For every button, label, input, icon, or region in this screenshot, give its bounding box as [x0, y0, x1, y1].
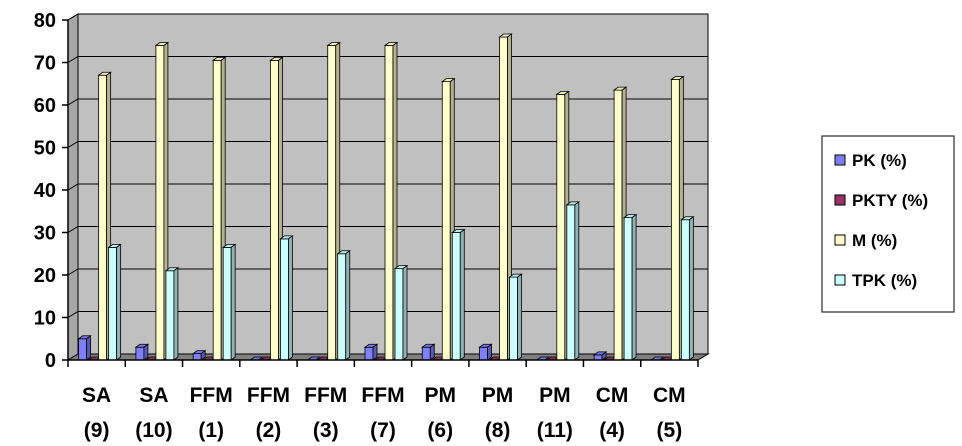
legend-item: PKTY (%) [834, 191, 928, 210]
svg-text:PM: PM [425, 384, 457, 407]
svg-text:FFM: FFM [190, 384, 233, 407]
svg-text:(4): (4) [599, 419, 625, 442]
legend-item: PK (%) [834, 151, 907, 170]
gridlines [67, 13, 708, 318]
bar [221, 243, 237, 361]
bar [592, 351, 608, 361]
y-tick-label: 0 [45, 350, 56, 372]
svg-text:(6): (6) [427, 419, 453, 442]
y-tick-label: 70 [34, 53, 56, 75]
bar [164, 266, 180, 361]
category-label: FFM (7) [361, 384, 404, 442]
category-label: FFM (1) [190, 384, 233, 442]
category-label: PM (11) [537, 384, 573, 442]
gridline [67, 226, 708, 233]
svg-text:FFM: FFM [304, 384, 347, 407]
svg-text:SA: SA [82, 384, 111, 407]
bar [565, 201, 581, 361]
bar [191, 349, 207, 361]
legend: PK (%) PKTY (%) M (%) TPK (%) [821, 135, 955, 313]
bar [134, 343, 150, 361]
category-label: FFM (3) [304, 384, 347, 442]
bar [107, 243, 122, 361]
svg-text:PM: PM [539, 384, 571, 407]
axes [62, 19, 699, 367]
bar [393, 264, 409, 361]
legend-swatch [834, 274, 846, 286]
svg-text:CM: CM [653, 384, 686, 407]
category-label: FFM (2) [247, 384, 290, 442]
bar [451, 228, 466, 361]
svg-text:SA: SA [139, 384, 168, 407]
gridline [67, 183, 708, 191]
y-tick-label: 50 [34, 138, 56, 160]
legend-swatch [834, 234, 846, 246]
category-label: PM (8) [482, 384, 514, 442]
y-tick-labels: 0 10 20 30 40 50 60 70 80 [34, 10, 56, 372]
svg-text:(7): (7) [370, 419, 396, 442]
svg-text:CM: CM [596, 384, 629, 407]
legend-swatch [834, 154, 846, 166]
legend-label: M (%) [852, 231, 897, 250]
bar [421, 343, 436, 361]
svg-text:(1): (1) [198, 419, 224, 442]
category-label: SA (9) [82, 384, 111, 442]
category-label: CM (5) [653, 384, 686, 442]
svg-text:(10): (10) [135, 419, 172, 442]
bar [508, 273, 523, 361]
y-tick-label: 30 [34, 223, 56, 245]
bars [77, 33, 695, 361]
legend-label: PK (%) [852, 151, 907, 170]
gridline [67, 13, 708, 21]
svg-text:(2): (2) [256, 419, 282, 442]
svg-text:(5): (5) [657, 419, 683, 442]
svg-text:FFM: FFM [247, 384, 290, 407]
gridline [67, 98, 708, 106]
bar [77, 334, 92, 361]
y-tick-label: 40 [34, 180, 56, 202]
bar [680, 215, 695, 361]
svg-text:(11): (11) [537, 419, 573, 442]
category-label: SA (10) [135, 384, 172, 442]
category-label: CM (4) [596, 384, 629, 442]
svg-text:PM: PM [482, 384, 514, 407]
gridline [67, 311, 708, 318]
svg-text:FFM: FFM [361, 384, 404, 407]
y-tick-label: 10 [34, 308, 56, 330]
legend-label: TPK (%) [852, 271, 917, 290]
x-tick-labels: SA (9) SA (10) FFM (1) FFM (2) FFM (3) FFM (7) PM (6)… [82, 384, 686, 442]
bar [279, 235, 294, 361]
y-tick-label: 80 [34, 10, 56, 32]
gridline [67, 141, 708, 148]
svg-text:(3): (3) [313, 419, 339, 442]
bar [363, 343, 379, 361]
legend-item: TPK (%) [834, 271, 917, 290]
svg-text:(8): (8) [485, 419, 511, 442]
gridline [67, 268, 708, 276]
bar [478, 343, 493, 361]
gridline [67, 56, 708, 63]
bar [336, 249, 351, 361]
bar [622, 213, 638, 361]
svg-text:(9): (9) [84, 419, 110, 442]
legend-swatch [834, 194, 846, 206]
legend-item: M (%) [834, 231, 897, 250]
y-tick-label: 60 [34, 95, 56, 117]
legend-label: PKTY (%) [852, 191, 928, 210]
y-tick-label: 20 [34, 265, 56, 287]
category-label: PM (6) [425, 384, 457, 442]
